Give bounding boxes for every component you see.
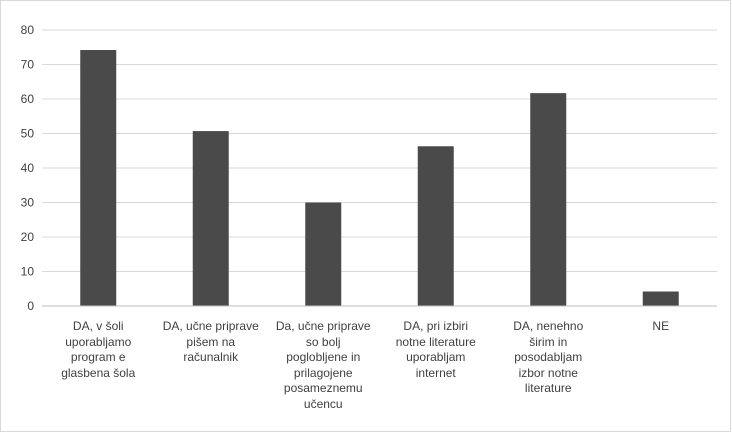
y-tick-label: 50 xyxy=(21,127,35,141)
y-axis-tick-labels: 0 10 20 30 40 50 60 70 80 xyxy=(21,23,35,313)
bar xyxy=(305,202,342,306)
y-tick-label: 20 xyxy=(21,230,35,244)
bar xyxy=(80,50,117,307)
y-tick-label: 60 xyxy=(21,92,35,106)
x-category-label: DA, pri izbiri notne literature uporablj… xyxy=(395,319,476,380)
bar xyxy=(530,93,567,306)
x-category-label: DA, v šoli uporabljamo program e glasben… xyxy=(61,319,136,380)
x-category-label: Da, učne priprave so bolj poglobljene in… xyxy=(275,319,371,411)
x-category-label: NE xyxy=(652,319,670,333)
bar xyxy=(642,291,679,306)
x-category-label: DA, učne priprave pišem na računalnik xyxy=(162,319,259,364)
bar xyxy=(417,146,454,306)
y-tick-label: 40 xyxy=(21,161,35,175)
x-category-label: DA, nenehno širim in posodabljam izbor n… xyxy=(513,319,584,395)
y-tick-label: 0 xyxy=(27,299,34,313)
y-tick-label: 70 xyxy=(21,58,35,72)
y-tick-label: 30 xyxy=(21,196,35,210)
gridlines xyxy=(42,29,717,272)
y-tick-label: 80 xyxy=(21,23,35,37)
y-tick-label: 10 xyxy=(21,265,35,279)
bar xyxy=(192,131,229,306)
bars xyxy=(80,50,679,307)
